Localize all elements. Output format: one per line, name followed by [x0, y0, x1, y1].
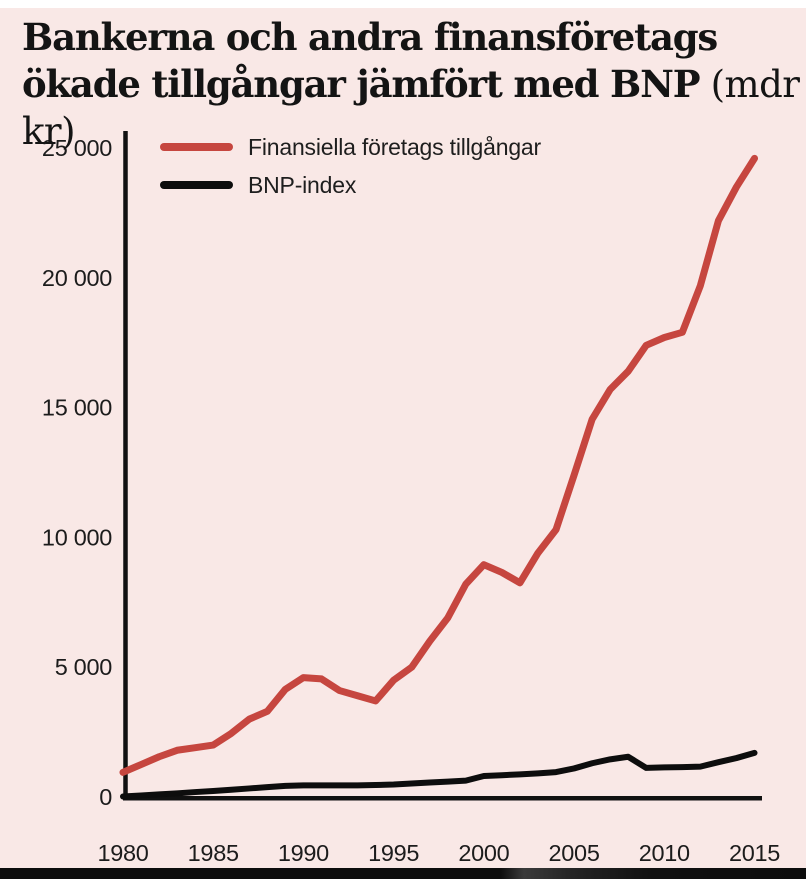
- legend-swatch-red-line: [160, 143, 233, 151]
- y-tick-label-15000: 15 000: [42, 395, 112, 421]
- x-tick-label-2000: 2000: [458, 840, 509, 866]
- bottom-image-strip: [0, 868, 806, 879]
- y-tick-label-5000: 5 000: [55, 654, 113, 680]
- legend: Finansiella företags tillgångar BNP-inde…: [160, 128, 541, 204]
- chart-title: Bankerna och andra finansföretags ökade …: [22, 14, 806, 155]
- x-tick-label-1995: 1995: [368, 840, 419, 866]
- title-unit: (mdr kr): [22, 63, 800, 153]
- y-axis-tick-labels: 0 5 000 10 000 15 000 20 000 25 000: [42, 135, 113, 810]
- series-line-finansiella-tillgangar: [119, 154, 759, 776]
- y-tick-label-20000: 20 000: [42, 265, 112, 291]
- x-tick-label-2010: 2010: [639, 840, 690, 866]
- title-line-2: ökade tillgångar jämfört med BNP: [22, 62, 701, 106]
- y-tick-label-25000: 25 000: [42, 135, 112, 161]
- x-tick-label-2015: 2015: [729, 840, 780, 866]
- legend-item-bnp-index: BNP-index: [160, 166, 541, 204]
- x-tick-label-1985: 1985: [188, 840, 239, 866]
- legend-label-bnp-index: BNP-index: [248, 171, 357, 198]
- x-tick-label-1980: 1980: [97, 840, 148, 866]
- y-tick-label-0: 0: [99, 784, 112, 810]
- legend-swatch-black-line: [160, 181, 233, 189]
- x-axis-tick-labels: 1980 1985 1990 1995 2000 2005 2010 2015: [97, 840, 780, 866]
- x-tick-label-2005: 2005: [549, 840, 600, 866]
- y-tick-label-10000: 10 000: [42, 524, 112, 550]
- title-line-1: Bankerna och andra finansföretags: [22, 15, 718, 59]
- chart-panel: [0, 8, 806, 868]
- x-tick-label-1990: 1990: [278, 840, 329, 866]
- legend-item-finansiella: Finansiella företags tillgångar: [160, 128, 541, 166]
- legend-label-finansiella: Finansiella företags tillgångar: [248, 133, 541, 160]
- series-line-bnp-index: [120, 749, 758, 800]
